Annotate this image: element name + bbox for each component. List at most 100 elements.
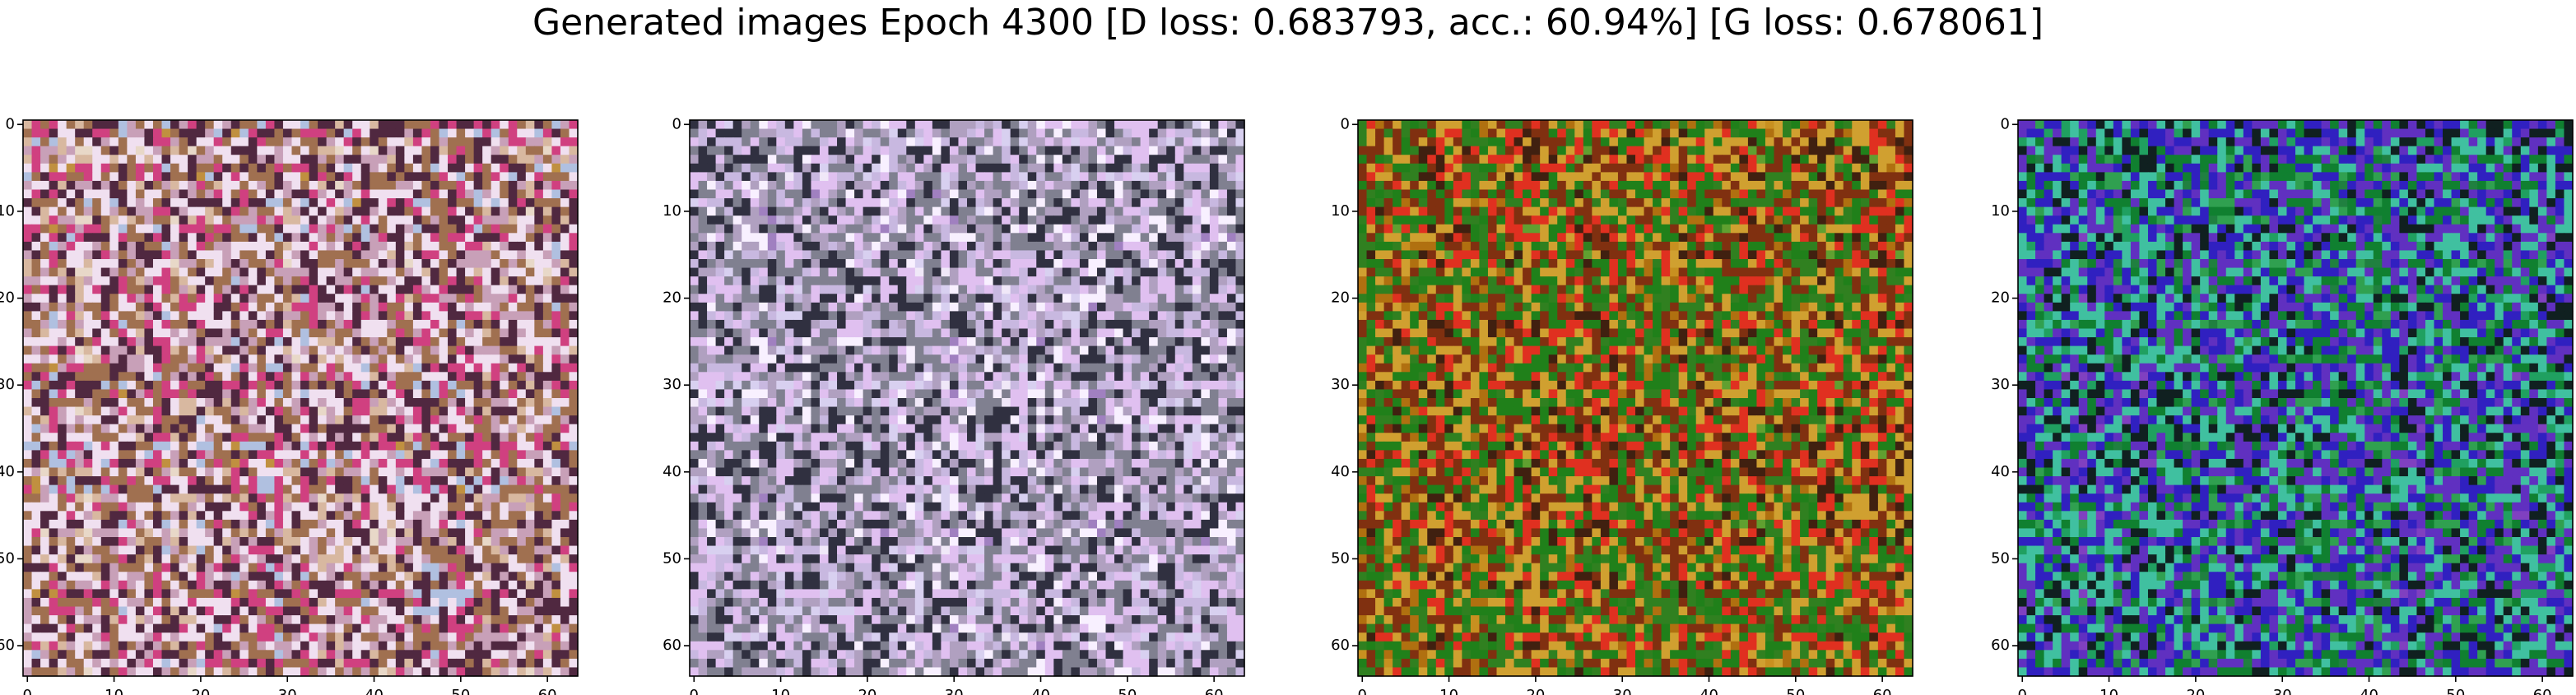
pixel [819, 172, 830, 182]
pixel [1149, 206, 1159, 216]
pixel [491, 215, 500, 225]
pixel [75, 554, 85, 564]
pixel [750, 189, 760, 199]
pixel [66, 597, 76, 608]
pixel [542, 294, 553, 303]
pixel [274, 250, 284, 260]
pixel [412, 398, 423, 408]
pixel [491, 354, 500, 364]
pixel [309, 615, 319, 625]
pixel [1088, 155, 1098, 164]
pixel [448, 137, 458, 147]
pixel [1088, 215, 1098, 225]
pixel [282, 345, 293, 355]
pixel [66, 294, 76, 303]
pixel [508, 276, 518, 286]
pixel [118, 537, 128, 547]
pixel [387, 476, 397, 486]
pixel [517, 528, 527, 538]
pixel [854, 120, 864, 130]
pixel [188, 128, 198, 138]
pixel [500, 146, 509, 155]
pixel [784, 224, 794, 234]
pixel [188, 398, 198, 408]
pixel [551, 215, 561, 225]
pixel [170, 172, 180, 182]
pixel [265, 189, 276, 199]
pixel [1114, 198, 1124, 208]
pixel [845, 198, 855, 208]
pixel [66, 458, 76, 469]
pixel [118, 328, 128, 338]
pixel [491, 294, 500, 303]
pixel [1209, 146, 1220, 155]
pixel [560, 493, 570, 503]
pixel [819, 215, 830, 225]
pixel [1010, 155, 1020, 164]
pixel [205, 120, 215, 130]
pixel [378, 450, 388, 460]
pixel [239, 580, 249, 590]
pixel [560, 224, 570, 234]
pixel [370, 189, 379, 199]
pixel [170, 215, 180, 225]
pixel [274, 328, 284, 338]
pixel [265, 120, 276, 130]
pixel [387, 398, 397, 408]
pixel [92, 415, 102, 425]
pixel [152, 224, 163, 234]
pixel [161, 484, 171, 494]
pixel [1235, 224, 1245, 234]
pixel [161, 189, 171, 199]
pixel [569, 294, 579, 303]
pixel [239, 389, 249, 399]
pixel [1114, 128, 1124, 138]
pixel [534, 580, 544, 590]
pixel [421, 572, 431, 581]
pixel [1096, 146, 1107, 155]
pixel [750, 215, 760, 225]
pixel [282, 493, 293, 503]
pixel [335, 137, 345, 147]
pixel [378, 623, 388, 633]
pixel [863, 163, 872, 173]
pixel [282, 406, 293, 416]
pixel [404, 363, 414, 373]
pixel [1209, 172, 1220, 182]
pixel [40, 380, 50, 391]
pixel [75, 467, 85, 477]
pixel [776, 120, 786, 130]
pixel [196, 380, 206, 391]
pixel [188, 580, 198, 590]
pixel [967, 206, 977, 216]
pixel [230, 623, 240, 633]
pixel [387, 406, 397, 416]
pixel [352, 319, 362, 330]
pixel [421, 285, 431, 294]
pixel [170, 658, 180, 669]
pixel [456, 615, 466, 625]
pixel [932, 137, 942, 147]
pixel [975, 198, 985, 208]
pixel [230, 597, 240, 608]
pixel [352, 302, 362, 312]
pixel [421, 180, 431, 191]
pixel [560, 285, 570, 294]
pixel [161, 294, 171, 303]
pixel [421, 215, 431, 225]
pixel [448, 354, 458, 364]
pixel [508, 528, 518, 538]
pixel [265, 597, 276, 608]
pixel [58, 224, 67, 234]
pixel [430, 484, 440, 494]
pixel [23, 363, 33, 373]
pixel [152, 545, 163, 555]
pixel [465, 615, 475, 625]
pixel [360, 241, 370, 252]
pixel [473, 276, 483, 286]
pixel [343, 458, 353, 469]
pixel [1105, 215, 1115, 225]
pixel [854, 224, 864, 234]
pixel [932, 146, 942, 155]
pixel [872, 128, 881, 138]
